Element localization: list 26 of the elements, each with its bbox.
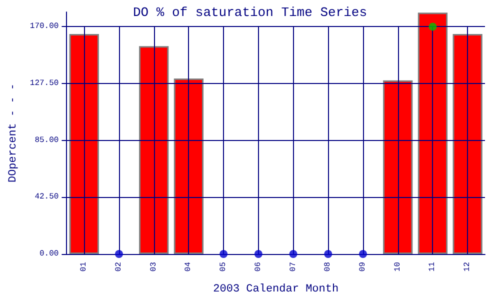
x-tick-label: 07 [288, 262, 298, 272]
y-tick-label: 0.00 [40, 250, 59, 258]
x-tick-label: 03 [149, 262, 158, 272]
x-tick-label: 08 [324, 262, 333, 272]
x-axis-title: 2003 Calendar Month [213, 284, 339, 296]
bar [418, 12, 448, 254]
bar [174, 78, 204, 254]
bar [69, 34, 99, 254]
x-tick-label: 05 [219, 262, 228, 272]
x-tick-label: 02 [114, 262, 124, 272]
x-tick-label: 10 [393, 262, 402, 272]
x-tick-label: 11 [428, 262, 438, 272]
bar [383, 80, 413, 254]
y-tick-label: 85.00 [34, 136, 59, 145]
chart-title: DO % of saturation Time Series [132, 5, 368, 20]
x-tick-label: 01 [80, 262, 89, 272]
bar [139, 46, 169, 254]
y-tick-label: 42.50 [34, 192, 59, 202]
y-axis-title: DOpercent - - - [8, 83, 20, 183]
x-tick-label: 09 [358, 262, 368, 272]
bar [452, 34, 482, 254]
x-tick-label: 04 [184, 262, 194, 272]
x-tick-label: 06 [254, 262, 263, 272]
y-tick-label: 127.50 [30, 79, 59, 88]
y-tick-label: 170.00 [30, 22, 59, 32]
x-tick-label: 12 [463, 262, 472, 272]
